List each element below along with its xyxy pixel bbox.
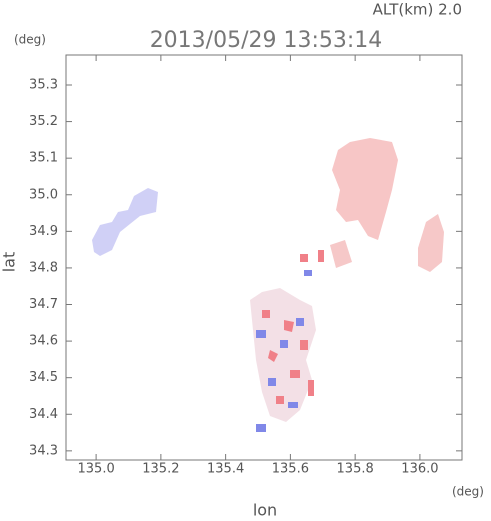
- y-tick-label: 34.3: [29, 443, 58, 458]
- y-tick-label: 35.1: [29, 151, 58, 166]
- chart-title: 2013/05/29 13:53:14: [150, 28, 383, 53]
- echo: [332, 138, 398, 240]
- y-axis-label: lat: [0, 252, 19, 273]
- x-tick-label: 135.8: [337, 462, 374, 477]
- x-tick-label: 135.2: [142, 462, 179, 477]
- x-tick-label: 135.6: [272, 462, 309, 477]
- y-tick-label: 35.0: [29, 187, 58, 202]
- y-tick-label: 34.9: [29, 224, 58, 239]
- y-tick-label: 34.6: [29, 334, 58, 349]
- y-tick-label: 34.4: [29, 407, 58, 422]
- x-unit: (deg): [452, 485, 484, 499]
- echo: [262, 250, 324, 404]
- radar-echoes: [92, 138, 444, 432]
- x-axis-label: lon: [253, 501, 277, 520]
- echo: [418, 214, 444, 272]
- y-tick-label: 35.3: [29, 78, 58, 93]
- altitude-label: ALT(km) 2.0: [373, 1, 462, 19]
- y-tick-label: 34.8: [29, 260, 58, 275]
- y-tick-label: 34.5: [29, 370, 58, 385]
- echo: [330, 240, 352, 268]
- y-unit: (deg): [14, 33, 46, 47]
- y-tick-label: 35.2: [29, 114, 58, 129]
- x-tick-label: 135.4: [207, 462, 244, 477]
- echo: [92, 188, 158, 256]
- y-tick-label: 34.7: [29, 297, 58, 312]
- x-tick-label: 136.0: [401, 462, 438, 477]
- x-tick-label: 135.0: [78, 462, 115, 477]
- plot-frame: [65, 54, 463, 461]
